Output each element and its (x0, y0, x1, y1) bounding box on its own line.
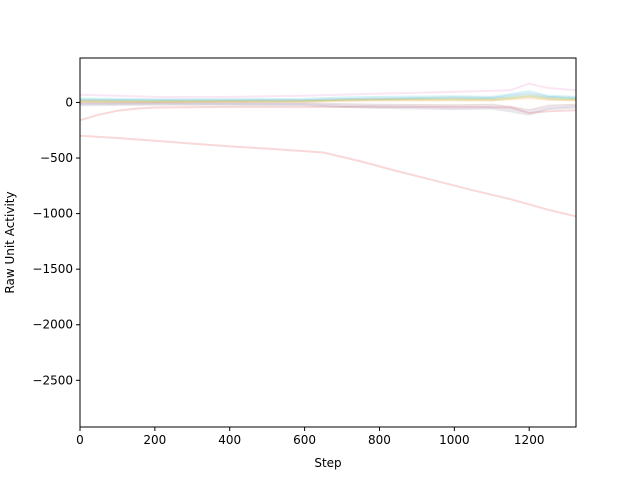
y-axis-ticks: 0 −500 −1000 −1500 −2000 −2500 (32, 95, 80, 387)
series-line-8 (79, 103, 577, 116)
y-tick-label-5: −2500 (32, 373, 73, 387)
series-line-0 (79, 134, 577, 218)
series-line-6 (80, 101, 577, 112)
x-tick-label-4: 800 (368, 433, 391, 447)
y-tick-label-0: 0 (65, 95, 73, 109)
y-tick-label-3: −1500 (32, 262, 73, 276)
x-tick-label-0: 0 (76, 433, 84, 447)
series-line-1 (79, 105, 577, 122)
y-tick-label-2: −1000 (32, 207, 73, 221)
series-line-5 (79, 97, 577, 103)
series-line-2 (79, 82, 577, 98)
series-line-3 (79, 92, 577, 102)
y-tick-label-4: −2000 (32, 318, 73, 332)
series-line-7 (79, 102, 577, 114)
x-tick-label-1: 200 (143, 433, 166, 447)
x-tick-label-6: 1200 (514, 433, 545, 447)
x-tick-label-2: 400 (218, 433, 241, 447)
x-tick-label-5: 1000 (439, 433, 470, 447)
y-axis-label: Raw Unit Activity (3, 191, 17, 293)
series-line-9 (79, 90, 577, 101)
series-line-4 (79, 94, 577, 103)
plot-frame (79, 57, 577, 428)
x-tick-label-3: 600 (293, 433, 316, 447)
y-tick-label-1: −500 (40, 151, 73, 165)
x-axis-label: Step (314, 456, 341, 470)
series-line-10 (79, 95, 577, 103)
x-axis-ticks: 0 200 400 600 800 1000 1200 (76, 427, 544, 447)
series-layer (79, 82, 577, 218)
